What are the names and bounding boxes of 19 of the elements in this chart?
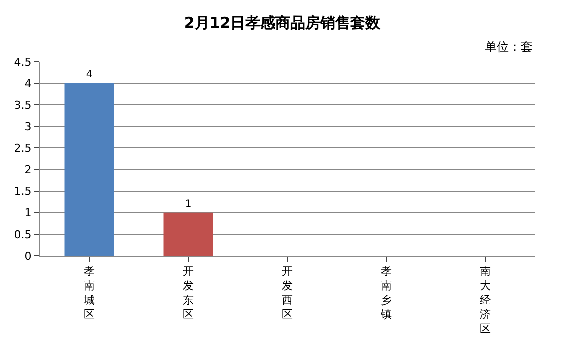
y-tick-label: 4	[24, 77, 32, 90]
y-tick-label: 4.5	[14, 56, 32, 69]
y-tick-label: 2.5	[14, 142, 32, 156]
x-tick-label: 开发东区	[183, 265, 194, 322]
y-tick-label: 2	[24, 164, 32, 177]
y-tick-label: 0.5	[14, 228, 32, 242]
y-tick-label: 3.5	[14, 98, 32, 112]
y-tick-label: 3	[24, 120, 32, 134]
x-tick-label: 南大经济区	[480, 265, 491, 336]
chart-subtitle: 单位：套	[485, 40, 533, 54]
data-label: 1	[185, 198, 192, 210]
data-label: 4	[86, 70, 93, 81]
y-tick-label: 0	[24, 250, 32, 263]
chart-title: 2月12日孝感商品房销售套数	[184, 14, 382, 32]
x-tick-label: 孝南乡镇	[380, 265, 392, 322]
x-tick-label: 孝南城区	[83, 265, 95, 322]
y-tick-label: 1	[24, 206, 32, 220]
y-tick-label: 1.5	[14, 185, 32, 198]
x-tick-label: 开发西区	[282, 265, 293, 322]
